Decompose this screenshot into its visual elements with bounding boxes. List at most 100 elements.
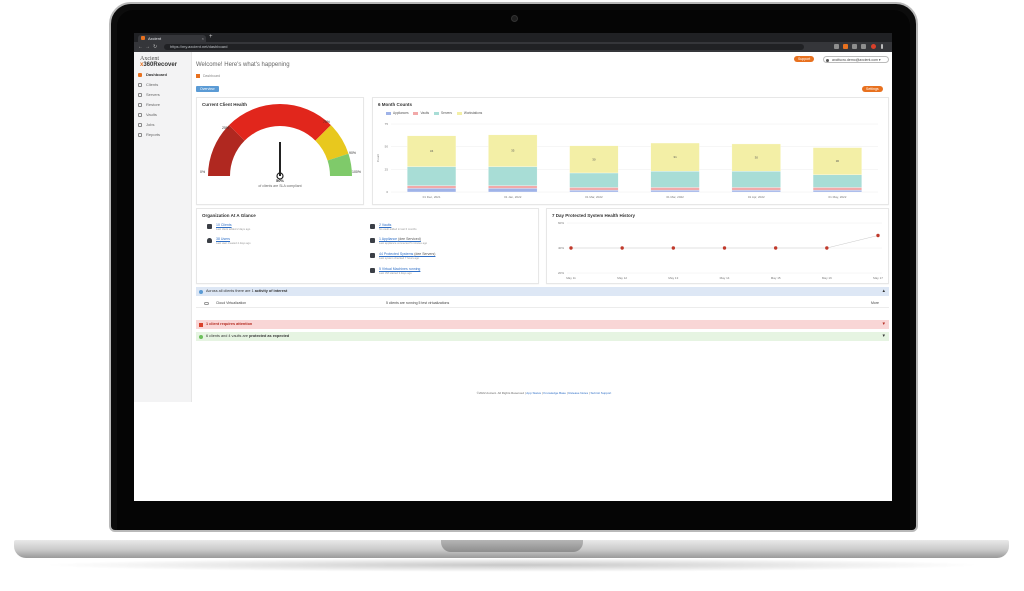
attention-banner[interactable]: 1 client requires attention ▾: [196, 320, 889, 329]
url-text: https://my.axcient.net/dashboard: [170, 44, 228, 49]
x-tick-label: May 17: [873, 276, 883, 280]
restore-icon: [138, 103, 142, 107]
extension-icon[interactable]: [834, 44, 839, 49]
sidebar-item-vaults[interactable]: Vaults: [138, 111, 190, 119]
gauge-band: [208, 125, 245, 176]
support-button[interactable]: Support: [794, 56, 815, 62]
data-point: [620, 246, 624, 250]
data-label: 30: [592, 157, 596, 161]
bar-segment: [569, 190, 619, 193]
check-icon: [199, 334, 203, 339]
y-tick-label: 60%: [558, 221, 564, 225]
forward-icon[interactable]: →: [145, 44, 150, 50]
chart-legend: Appliances Vaults Servers Workstations: [382, 111, 482, 115]
x-tick-label: 01 Dec, 2021: [423, 195, 441, 199]
sidebar-item-jobs[interactable]: Jobs: [138, 121, 190, 129]
sidebar-item-servers[interactable]: Servers: [138, 91, 190, 99]
gauge-value: 50%: [275, 178, 284, 183]
legend-label: Vaults: [420, 111, 430, 115]
virtual-machine-icon: [370, 268, 375, 273]
home-icon[interactable]: [196, 74, 200, 79]
extension-icon[interactable]: [852, 44, 857, 49]
y-tick-label: 25: [385, 167, 389, 171]
back-icon[interactable]: ←: [138, 44, 143, 50]
tab-close-icon[interactable]: ×: [201, 36, 204, 41]
sidebar-item-restore[interactable]: Restore: [138, 101, 190, 109]
sidebar-item-clients[interactable]: Clients: [138, 81, 190, 89]
data-point: [569, 246, 573, 250]
user-menu[interactable]: axcifucru.demo@axcient.com ▾: [823, 56, 889, 63]
extension-icon[interactable]: [843, 44, 848, 49]
vms-link[interactable]: 5 Virtual Machines running: [379, 267, 421, 271]
data-point: [722, 246, 727, 250]
tab-title: Axcient: [148, 36, 162, 41]
bar-segment: [812, 187, 862, 191]
gauge-tick-label: 75%: [323, 120, 331, 124]
data-label: 30: [836, 159, 840, 163]
sidebar-item-dashboard[interactable]: Dashboard: [138, 71, 190, 79]
footer-link-kb[interactable]: Knowledge Base: [543, 391, 566, 395]
chevron-down-icon[interactable]: ▾: [882, 321, 885, 327]
card-title: Organization At A Glance: [202, 213, 256, 218]
bar-segment: [488, 185, 538, 189]
browser-tab[interactable]: Axcient ×: [138, 35, 206, 42]
server-icon: [138, 93, 142, 97]
extension-icon[interactable]: [861, 44, 866, 49]
bar-segment: [650, 187, 700, 191]
vault-icon: [138, 113, 142, 117]
y-tick-label: 50: [385, 145, 389, 149]
appliances-link[interactable]: 1 Appliance (dee Serviced): [379, 237, 421, 241]
new-tab-button[interactable]: +: [209, 34, 213, 40]
users-link[interactable]: 38 Users: [216, 237, 231, 241]
bar-chart: 75 50 25 0 Count 34 01 Dec, 2021 35 01 Jan, 2022…: [376, 122, 878, 199]
gauge-hub: [276, 172, 284, 180]
data-label: 35: [511, 149, 515, 153]
overview-button[interactable]: Overview: [196, 86, 219, 92]
protected-banner[interactable]: 6 clients and 4 vaults are protected as …: [196, 332, 889, 341]
footer-link-support[interactable]: Submit Support: [590, 391, 612, 395]
user-icon: [826, 58, 829, 62]
sidebar: Axcient x360Recover Dashboard Clients Se…: [134, 52, 192, 402]
activity-row[interactable]: Cloud Virtualization 5 clients are runni…: [196, 298, 889, 308]
address-bar[interactable]: https://my.axcient.net/dashboard: [164, 44, 804, 50]
gauge-band: [327, 153, 352, 176]
footer-link-release[interactable]: Release Notes: [568, 391, 589, 395]
warning-icon: [199, 322, 203, 327]
y-axis-label: Count: [376, 154, 380, 162]
main-content: Welcome! Here's what's happening Dashboa…: [196, 52, 892, 501]
gauge-tick-label: 0%: [200, 170, 206, 174]
menu-icon[interactable]: [881, 44, 883, 49]
breadcrumb: Dashboard: [196, 74, 220, 79]
reload-icon[interactable]: ↻: [153, 44, 158, 50]
x-tick-label: 01 Jan, 2022: [504, 195, 522, 199]
sidebar-item-reports[interactable]: Reports: [138, 131, 190, 139]
vaults-link[interactable]: 2 Vaults: [379, 223, 392, 227]
settings-button[interactable]: Settings: [862, 86, 883, 92]
cloud-icon: [204, 301, 209, 305]
more-link[interactable]: More: [871, 301, 879, 305]
y-tick-label: 0: [386, 190, 388, 194]
legend-swatch: [413, 111, 419, 115]
legend-label: Servers: [441, 111, 452, 115]
systems-link[interactable]: 44 Protected Systems (dee Servers): [379, 252, 436, 256]
bar-segment: [488, 134, 538, 167]
bar-segment: [731, 170, 781, 188]
bar-segment: [569, 145, 619, 174]
footer-link-status[interactable]: App Status: [526, 391, 541, 395]
clients-link[interactable]: 10 Clients: [216, 223, 232, 227]
legend-swatch: [456, 111, 462, 115]
chevron-down-icon[interactable]: ▾: [882, 333, 885, 339]
bar-segment: [407, 185, 457, 189]
vault-icon: [370, 224, 375, 229]
bar-segment: [812, 147, 862, 175]
dashboard-icon: [138, 73, 142, 77]
activity-banner[interactable]: Across all clients there are 1 activity …: [196, 287, 889, 296]
bar-segment: [731, 190, 781, 193]
data-label: 30: [755, 156, 759, 160]
gauge-tick-label: 90%: [349, 151, 357, 155]
x-tick-label: May 13: [668, 276, 678, 280]
profile-icon[interactable]: [871, 44, 876, 49]
card-title: 7 Day Protected System Health History: [552, 213, 636, 218]
chevron-up-icon[interactable]: ▴: [882, 288, 885, 294]
x-tick-label: May 16: [822, 276, 832, 280]
